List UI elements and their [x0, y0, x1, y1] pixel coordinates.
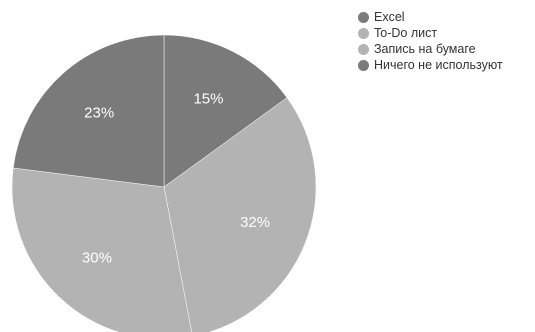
legend-swatch [358, 43, 369, 55]
legend-label: Запись на бумаге [374, 42, 476, 56]
slice-label-3: 30% [82, 249, 112, 266]
slice-label-1: 15% [193, 91, 223, 108]
slice-label-2: 32% [240, 214, 270, 231]
pie-slice-1 [163, 34, 288, 188]
legend: Excel To-Do лист Запись на бумаге Ничего не… [358, 9, 503, 73]
legend-item: Ничего не используют [358, 57, 503, 73]
legend-label: To-Do лист [374, 26, 438, 40]
legend-label: Ничего не используют [374, 58, 503, 72]
pie-slice-3 [11, 167, 192, 332]
pie-slice-2 [163, 97, 317, 332]
legend-label: Excel [374, 10, 405, 24]
legend-item: Excel [358, 9, 503, 25]
legend-swatch [358, 11, 369, 23]
slice-labels: 15% 32% 30% 23% [82, 91, 270, 267]
legend-swatch [358, 59, 369, 71]
legend-item: To-Do лист [358, 25, 503, 41]
pie-slice-4 [12, 34, 165, 188]
pie-slices [11, 34, 317, 332]
legend-swatch [358, 27, 369, 39]
slice-label-4: 23% [84, 104, 114, 121]
legend-item: Запись на бумаге [358, 41, 503, 57]
